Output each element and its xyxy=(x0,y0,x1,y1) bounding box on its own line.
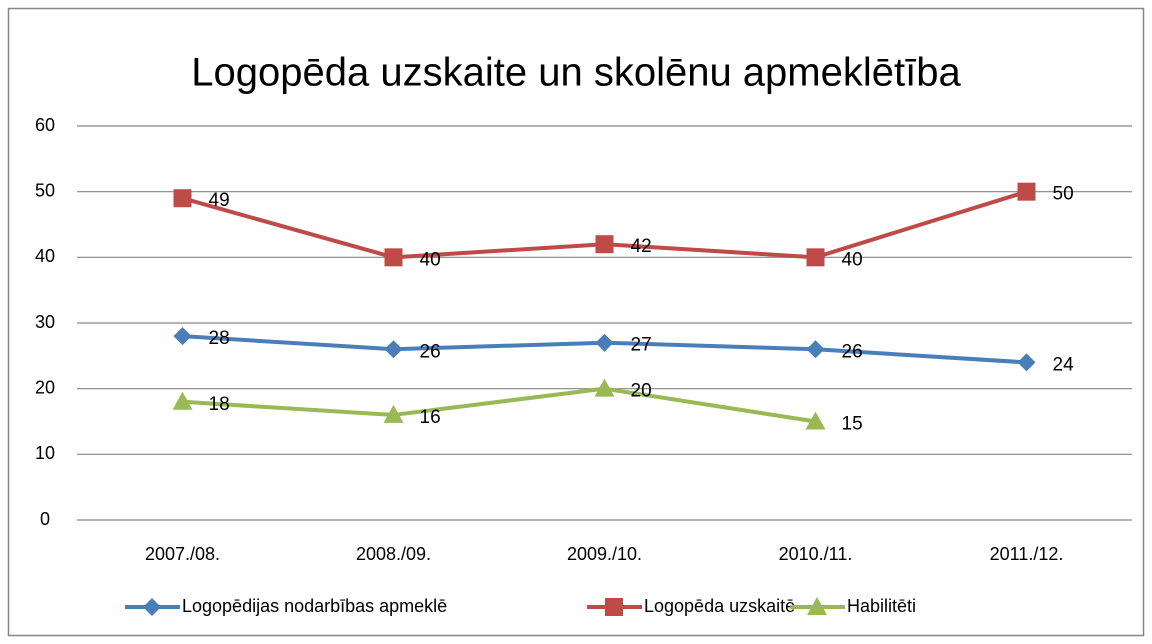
data-label: 20 xyxy=(631,381,652,402)
data-point xyxy=(384,248,403,267)
data-point xyxy=(805,411,826,430)
y-tick-label: 20 xyxy=(35,377,55,397)
data-label: 15 xyxy=(842,414,863,435)
chart-frame xyxy=(7,7,1145,637)
y-tick-label: 50 xyxy=(35,180,55,200)
data-point xyxy=(173,189,192,208)
y-tick-label: 40 xyxy=(35,246,55,266)
data-point xyxy=(172,391,193,410)
legend-marker xyxy=(807,597,827,615)
data-label: 28 xyxy=(209,328,230,349)
data-point xyxy=(594,378,615,397)
series-line xyxy=(182,386,816,424)
data-label: 50 xyxy=(1053,184,1074,205)
data-point xyxy=(384,340,403,359)
x-tick-label: 2009./10. xyxy=(567,544,642,564)
data-point xyxy=(173,327,192,346)
data-label: 27 xyxy=(631,335,652,356)
x-tick-label: 2010./11. xyxy=(779,544,853,564)
y-tick-label: 30 xyxy=(35,312,55,332)
data-label: 42 xyxy=(631,236,652,257)
data-point xyxy=(806,340,825,359)
data-point xyxy=(383,404,404,423)
data-label: 16 xyxy=(420,407,441,428)
data-label: 26 xyxy=(420,341,441,362)
data-label: 26 xyxy=(842,341,863,362)
x-tick-label: 2007./08. xyxy=(145,544,220,564)
data-label: 18 xyxy=(209,394,230,415)
y-tick-label: 60 xyxy=(35,115,55,135)
legend-marker xyxy=(143,598,161,616)
legend-label: Logopēdijas nodarbības apmeklē xyxy=(182,596,447,616)
legend-marker xyxy=(605,598,623,616)
data-point xyxy=(1017,182,1036,201)
legend-label: Habilitēti xyxy=(847,596,916,616)
y-tick-label: 0 xyxy=(40,509,50,529)
data-label: 49 xyxy=(209,190,230,211)
legend-label: Logopēda uzskaitē xyxy=(644,596,795,616)
data-point xyxy=(595,333,614,352)
x-tick-label: 2011./12. xyxy=(990,544,1064,564)
data-label: 40 xyxy=(842,249,863,270)
chart-title: Logopēda uzskaite un skolēnu apmeklētība xyxy=(191,51,961,95)
data-label: 40 xyxy=(420,249,441,270)
data-point xyxy=(1017,353,1036,372)
data-label: 24 xyxy=(1053,354,1075,375)
x-tick-label: 2008./09. xyxy=(356,544,431,564)
y-tick-label: 10 xyxy=(35,443,55,463)
data-point xyxy=(806,248,825,267)
data-point xyxy=(595,235,614,254)
